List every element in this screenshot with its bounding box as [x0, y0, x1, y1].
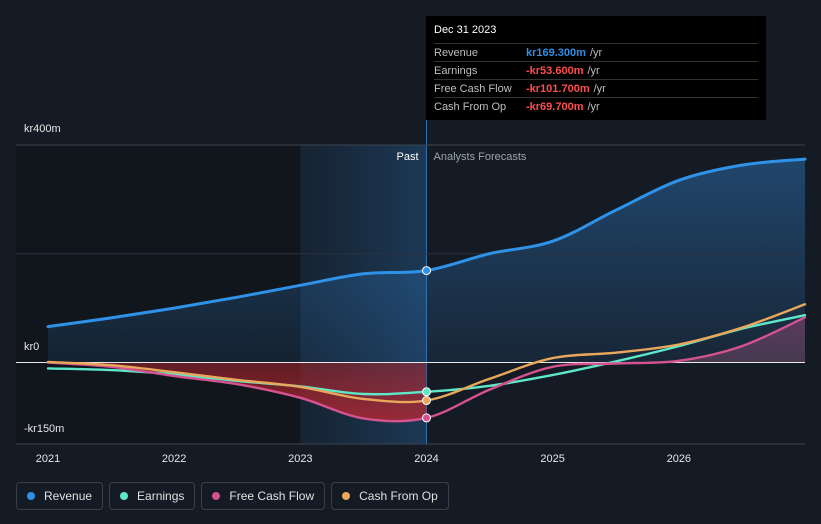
tooltip-row-unit: /yr [593, 82, 606, 95]
tooltip-row-value: -kr69.700m [526, 100, 584, 113]
legend-label: Earnings [137, 489, 185, 503]
positive-area [659, 317, 805, 363]
cash-from-op-marker [422, 396, 431, 406]
legend-dot-icon [27, 492, 35, 500]
revenue-area [48, 159, 805, 363]
tooltip-row: Cash From Op -kr69.700m/yr [434, 97, 758, 115]
legend-dot-icon [212, 492, 221, 500]
x-tick-label: 2023 [288, 453, 312, 465]
tooltip-row-label: Cash From Op [434, 100, 507, 113]
x-tick-label: 2025 [540, 453, 564, 465]
tooltip-row-unit: /yr [589, 46, 603, 59]
chart-area: kr400m kr0 -kr150m 2021 2022 2023 2024 2025 2026… [16, 16, 807, 465]
tooltip-row-label: Earnings [434, 64, 478, 77]
legend-dot-icon [120, 492, 129, 500]
tooltip-row-value: -kr101.700m [526, 82, 590, 95]
y-axis-label: -kr150m [24, 423, 64, 435]
tooltip-row-value: -kr53.600m [526, 64, 584, 77]
legend-label: Free Cash Flow [229, 489, 315, 503]
tooltip-row-unit: /yr [587, 64, 600, 77]
earnings-line [46, 314, 807, 396]
legend-label: Cash From Op [359, 489, 438, 503]
revenue-marker [422, 266, 431, 276]
x-tick-label: 2024 [414, 453, 438, 465]
tooltip-row-label: Free Cash Flow [434, 82, 512, 95]
tooltip-row: Revenue kr169.300m/yr [434, 43, 758, 61]
legend-item-cash-from-op[interactable]: Cash From Op [331, 482, 449, 510]
negative-area [48, 362, 427, 422]
legend-label: Revenue [44, 489, 93, 503]
free-cash-flow-marker [422, 413, 431, 423]
tooltip-row-unit: /yr [587, 100, 600, 113]
x-tick-label: 2021 [36, 453, 60, 465]
tooltip-row-label: Revenue [434, 46, 479, 59]
tooltip-row: Earnings -kr53.600m/yr [434, 61, 758, 79]
legend-dot-icon [342, 492, 351, 500]
earnings-marker [422, 387, 431, 397]
tooltip-date: Dec 31 2023 [434, 24, 497, 36]
legend-item-revenue[interactable]: Revenue [16, 482, 104, 510]
tooltip-row-value: kr169.300m [526, 46, 586, 59]
tooltip-row: Free Cash Flow -kr101.700m/yr [434, 79, 758, 97]
tooltip: Dec 31 2023 Revenue kr169.300m/yr Earnings… [426, 16, 766, 120]
y-axis-label: kr0 [24, 341, 39, 353]
y-axis-label: kr400m [24, 123, 61, 135]
legend-item-free-cash-flow[interactable]: Free Cash Flow [201, 482, 326, 510]
x-tick-label: 2022 [162, 453, 186, 465]
legend-item-earnings[interactable]: Earnings [109, 482, 196, 510]
legend: Revenue Earnings Free Cash Flow Cash From O… [16, 482, 449, 510]
x-tick-label: 2026 [667, 453, 691, 465]
forecast-label: Analysts Forecasts [434, 151, 527, 163]
past-label: Past [396, 151, 418, 163]
